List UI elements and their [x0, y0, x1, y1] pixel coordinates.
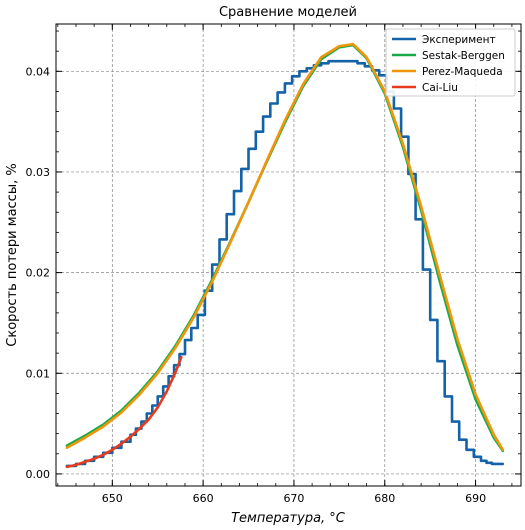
legend-label-2: Perez-Maqueda [422, 66, 503, 78]
legend-label-0: Эксперимент [422, 34, 496, 46]
legend-label-1: Sestak-Berggen [422, 50, 505, 62]
series-line-3 [65, 355, 183, 469]
x-tick-label: 660 [193, 492, 214, 505]
series-line-0 [65, 59, 505, 468]
series-group [65, 42, 505, 469]
y-tick-label: 0.01 [26, 367, 51, 380]
y-tick-label: 0.02 [26, 267, 51, 280]
legend: Эксперимент Sestak-Berggen Perez-Maqueda Ca… [385, 28, 516, 97]
x-tick-label: 650 [102, 492, 123, 505]
ticks: 650 660 670 680 690 0.00 0.01 0.02 0.03 0.04 [26, 24, 521, 505]
legend-box [385, 28, 516, 97]
legend-label-3: Cai-Liu [422, 82, 458, 94]
plot-frame [55, 23, 522, 487]
x-tick-label: 670 [283, 492, 304, 505]
y-tick-label: 0.04 [26, 65, 51, 78]
x-tick-label: 690 [465, 492, 486, 505]
series-line-1 [65, 43, 505, 453]
series-line-2 [65, 42, 505, 452]
y-tick-label: 0.00 [26, 468, 51, 481]
x-tick-label: 680 [374, 492, 395, 505]
y-axis-label: Скорость потери массы, % [5, 163, 20, 346]
chart-title: Сравнение моделей [219, 5, 357, 20]
y-tick-label: 0.03 [26, 166, 51, 179]
x-axis-label: Температура, °C [231, 511, 346, 526]
